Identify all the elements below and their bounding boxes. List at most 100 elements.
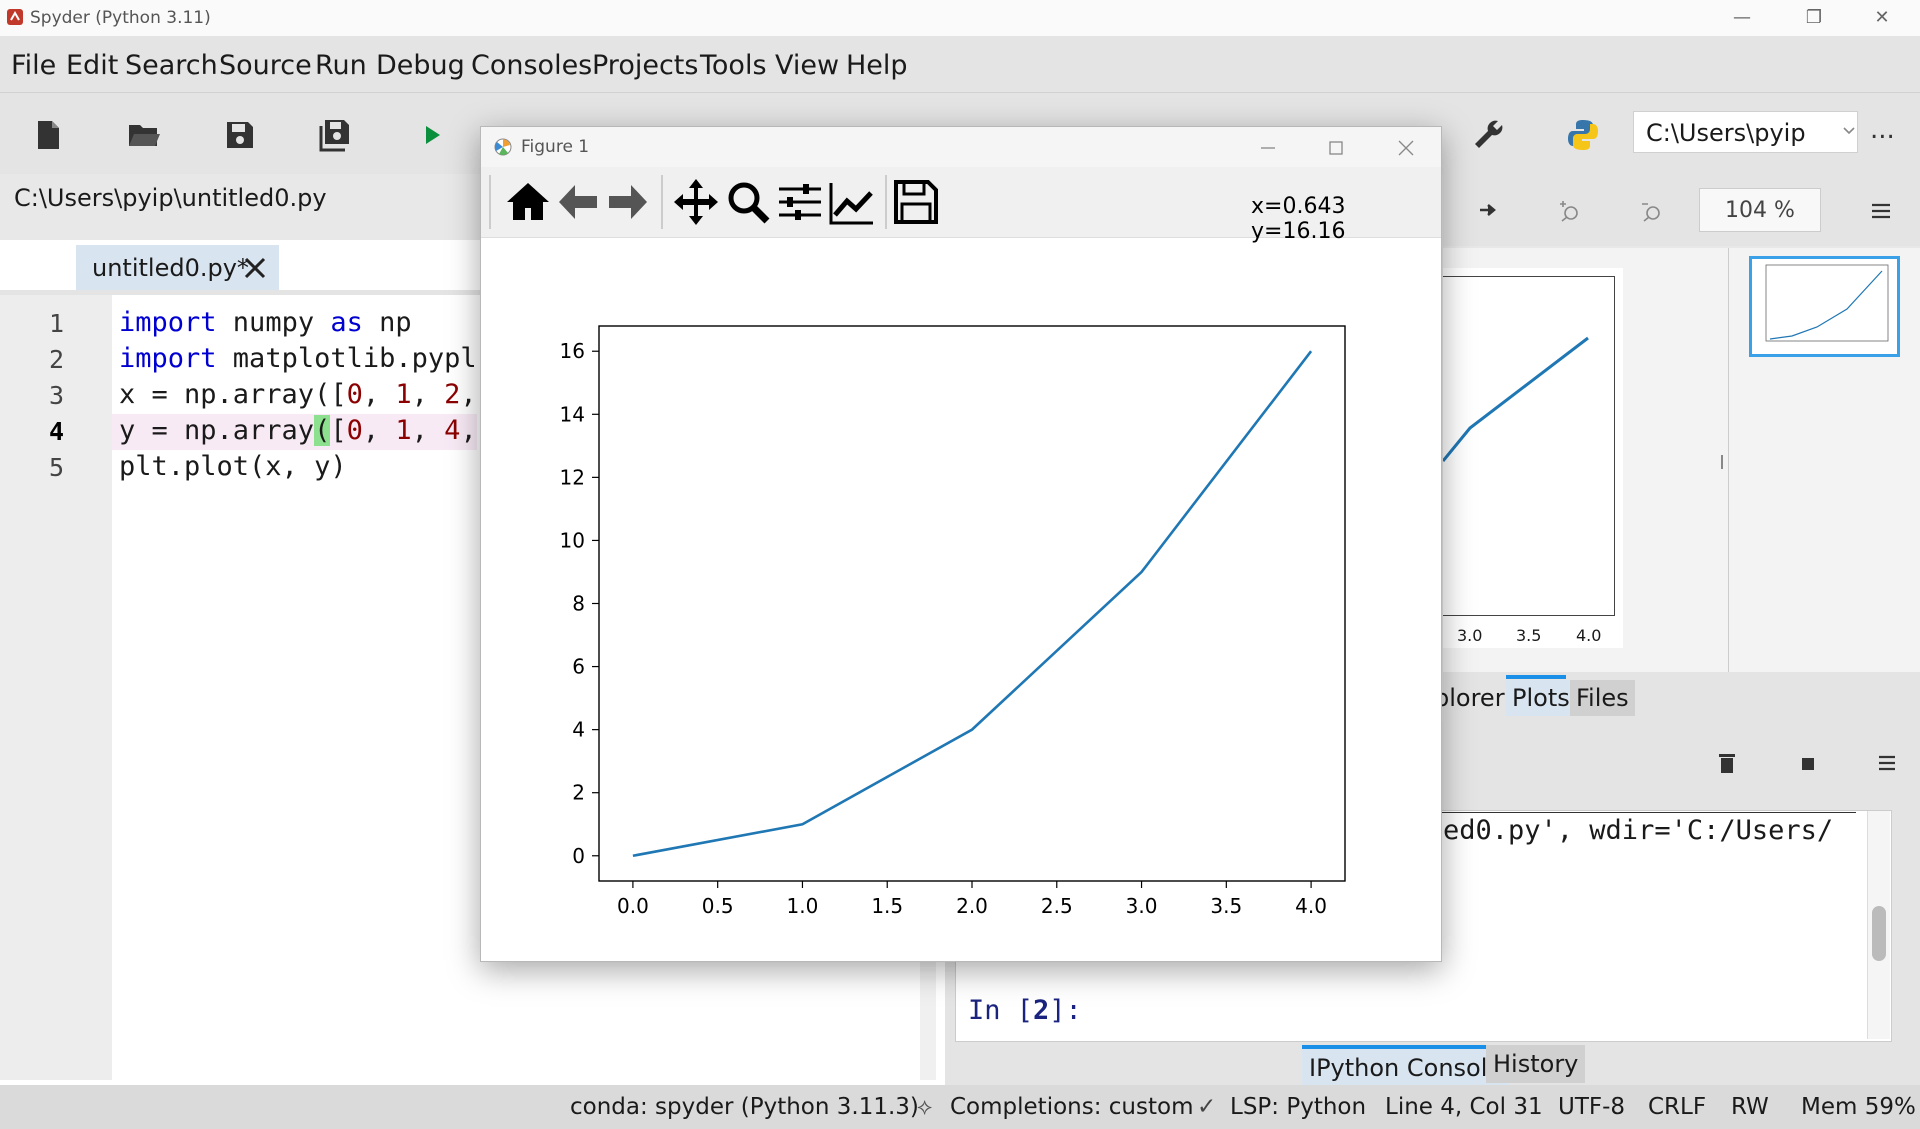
status-memory: Mem 59%	[1801, 1094, 1916, 1120]
menu-tools[interactable]: Tools	[700, 50, 767, 81]
tab-files[interactable]: Files	[1570, 680, 1635, 716]
python-path-icon[interactable]	[1565, 117, 1601, 153]
code-line-2: import matplotlib.pypl	[119, 343, 477, 374]
figure-title: Figure 1	[521, 137, 590, 157]
x-tick-label: 1.0	[787, 894, 819, 918]
menu-view[interactable]: View	[775, 50, 840, 81]
minimize-button[interactable]: —	[1733, 7, 1751, 28]
y-tick-label: 16	[560, 339, 585, 363]
menu-debug[interactable]: Debug	[376, 50, 465, 81]
next-plot-icon[interactable]	[1478, 200, 1498, 220]
check-icon: ✓	[1197, 1094, 1217, 1120]
console-menu-icon[interactable]	[1877, 754, 1897, 772]
working-directory-input[interactable]: C:\Users\pyip	[1633, 111, 1858, 153]
status-encoding: UTF-8	[1558, 1094, 1626, 1120]
menu-projects[interactable]: Projects	[592, 50, 699, 81]
restore-button[interactable]: ❐	[1805, 7, 1823, 28]
back-arrow-icon[interactable]	[553, 177, 603, 227]
menu-file[interactable]: File	[11, 50, 57, 81]
tab-ipython-console[interactable]: IPython Console	[1302, 1045, 1510, 1087]
zoom-rect-icon[interactable]	[723, 177, 773, 227]
y-tick-label: 10	[560, 528, 585, 552]
tab-history[interactable]: History	[1486, 1045, 1586, 1083]
x-tick-label: 3.0	[1126, 894, 1158, 918]
x-tick-label: 2.5	[1041, 894, 1073, 918]
configure-subplots-icon[interactable]	[775, 177, 825, 227]
maximize-icon[interactable]	[1327, 139, 1345, 157]
figure-window: Figure 1 x=0.643 y=16.16 0.0 0.5 1.0 1.5 2.0…	[480, 126, 1442, 962]
more-options-icon[interactable]: ...	[1870, 115, 1895, 145]
x-tick-label: 2.0	[956, 894, 988, 918]
status-completions[interactable]: Completions: custom	[950, 1094, 1194, 1120]
menu-consoles[interactable]: Consoles	[471, 50, 593, 81]
status-env[interactable]: conda: spyder (Python 3.11.3)	[570, 1094, 919, 1120]
splitter-handle[interactable]	[1721, 455, 1723, 469]
menu-source[interactable]: Source	[219, 50, 312, 81]
cursor-coordinates: x=0.643 y=16.16	[1251, 194, 1346, 244]
zoom-level[interactable]: 104 %	[1699, 188, 1821, 232]
plot-thumbnails	[1728, 248, 1920, 673]
plot-preview-tick: 4.0	[1576, 626, 1602, 645]
series-line	[632, 350, 1313, 858]
code-line-3: x = np.array([0, 1, 2,	[119, 379, 477, 410]
code-line-1: import numpy as np	[119, 307, 412, 338]
open-file-icon[interactable]	[126, 117, 162, 153]
save-all-icon[interactable]	[318, 117, 354, 153]
plots-toolbar	[1443, 174, 1920, 246]
save-icon[interactable]	[222, 117, 258, 153]
plot-preview-axes	[1443, 276, 1615, 616]
menu-help[interactable]: Help	[846, 50, 908, 81]
status-lsp[interactable]: LSP: Python	[1230, 1094, 1367, 1120]
y-tick-label: 2	[572, 781, 585, 805]
y-tick-label: 4	[572, 718, 585, 742]
zoom-out-icon[interactable]	[1640, 200, 1662, 222]
tab-variable-explorer[interactable]: plorer	[1434, 684, 1505, 712]
line-number: 2	[48, 345, 64, 374]
window-title: Spyder (Python 3.11)	[30, 8, 211, 28]
status-bar	[0, 1085, 1920, 1129]
figure-title-bar: Figure 1	[481, 127, 1441, 167]
save-figure-icon[interactable]	[891, 177, 941, 227]
y-tick-label: 0	[572, 844, 585, 868]
editor-scrollbar[interactable]	[920, 960, 936, 1080]
zoom-in-icon[interactable]	[1558, 200, 1580, 222]
run-icon[interactable]	[414, 117, 450, 153]
edit-axis-icon[interactable]	[827, 177, 877, 227]
tab-label: untitled0.py*	[92, 254, 249, 282]
home-icon[interactable]	[503, 177, 553, 227]
x-tick-label: 0.5	[702, 894, 734, 918]
matplotlib-logo-icon	[494, 138, 512, 156]
code-line-4: y = np.array([0, 1, 4,	[119, 415, 477, 446]
tab-plots[interactable]: Plots	[1506, 680, 1576, 716]
chevron-down-icon[interactable]	[1843, 126, 1855, 136]
plot-preview-tick: 3.0	[1457, 626, 1483, 645]
plot-viewer[interactable]: 3.0 3.5 4.0	[1443, 248, 1728, 673]
close-button[interactable]: ✕	[1874, 7, 1890, 28]
menu-search[interactable]: Search	[125, 50, 218, 81]
forward-arrow-icon[interactable]	[603, 177, 653, 227]
preferences-wrench-icon[interactable]	[1470, 117, 1506, 153]
code-line-5: plt.plot(x, y)	[119, 451, 347, 482]
new-file-icon[interactable]	[30, 117, 66, 153]
plot-thumbnail[interactable]	[1749, 256, 1900, 357]
line-number: 5	[48, 453, 64, 482]
plot-preview-line	[1443, 336, 1589, 462]
console-prompt: In [2]:	[968, 995, 1082, 1026]
minimize-icon[interactable]	[1259, 139, 1277, 157]
line-chart[interactable]: 0.0 0.5 1.0 1.5 2.0 2.5 3.0 3.5 4.0 0 2 4 6 8 10 12 14 16	[481, 237, 1439, 959]
trash-icon[interactable]	[1718, 752, 1736, 774]
close-icon[interactable]	[1397, 139, 1415, 157]
console-output: ed0.py', wdir='C:/Users/	[1443, 815, 1834, 846]
console-scrollbar[interactable]	[1867, 811, 1890, 1039]
scroll-thumb[interactable]	[1872, 906, 1886, 961]
x-tick-label: 3.5	[1210, 894, 1242, 918]
spyder-logo-icon	[7, 9, 23, 25]
pan-icon[interactable]	[671, 177, 721, 227]
close-tab-icon[interactable]	[243, 256, 267, 280]
menu-run[interactable]: Run	[315, 50, 367, 81]
stop-icon[interactable]	[1802, 758, 1814, 770]
menu-edit[interactable]: Edit	[66, 50, 119, 81]
thumbnail-chart	[1765, 264, 1889, 342]
x-tick-label: 4.0	[1295, 894, 1327, 918]
plots-menu-icon[interactable]	[1870, 202, 1892, 220]
